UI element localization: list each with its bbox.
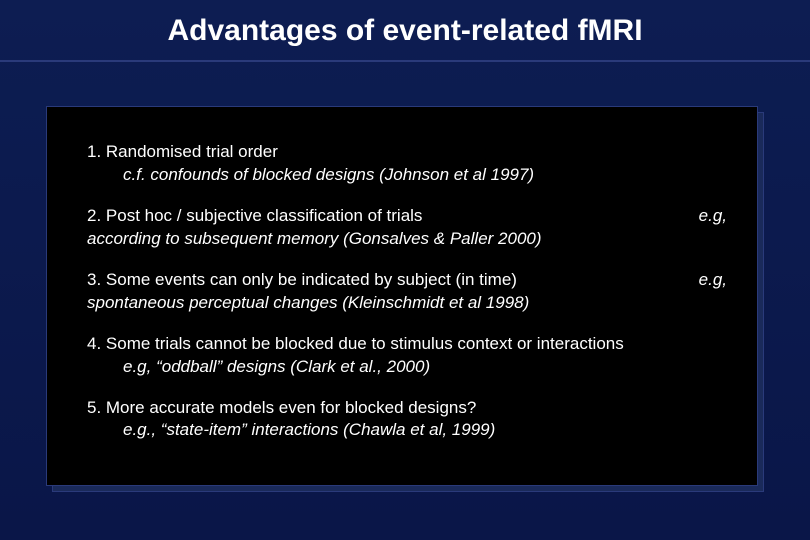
list-item: 1. Randomised trial order c.f. confounds… xyxy=(87,141,727,187)
list-item: 5. More accurate models even for blocked… xyxy=(87,397,727,443)
slide-title: Advantages of event-related fMRI xyxy=(167,14,642,47)
slide: Advantages of event-related fMRI 1. Rand… xyxy=(0,0,810,540)
item-sub: e.g., “state-item” interactions (Chawla … xyxy=(87,419,727,442)
item-right-note: e.g, xyxy=(699,269,727,292)
item-sub: according to subsequent memory (Gonsalve… xyxy=(87,228,727,251)
item-right-note: e.g, xyxy=(699,205,727,228)
content-box: 1. Randomised trial order c.f. confounds… xyxy=(46,106,758,486)
item-sub: c.f. confounds of blocked designs (Johns… xyxy=(87,164,727,187)
item-main: 2. Post hoc / subjective classification … xyxy=(87,205,727,228)
item-main: 3. Some events can only be indicated by … xyxy=(87,269,727,292)
item-sub: spontaneous perceptual changes (Kleinsch… xyxy=(87,292,727,315)
item-main: 1. Randomised trial order xyxy=(87,141,727,164)
list-item: 2. Post hoc / subjective classification … xyxy=(87,205,727,251)
list-item: 3. Some events can only be indicated by … xyxy=(87,269,727,315)
item-main: 4. Some trials cannot be blocked due to … xyxy=(87,333,727,356)
item-main: 5. More accurate models even for blocked… xyxy=(87,397,727,420)
list-item: 4. Some trials cannot be blocked due to … xyxy=(87,333,727,379)
item-sub: e.g, “oddball” designs (Clark et al., 20… xyxy=(87,356,727,379)
title-bar: Advantages of event-related fMRI xyxy=(0,0,810,62)
